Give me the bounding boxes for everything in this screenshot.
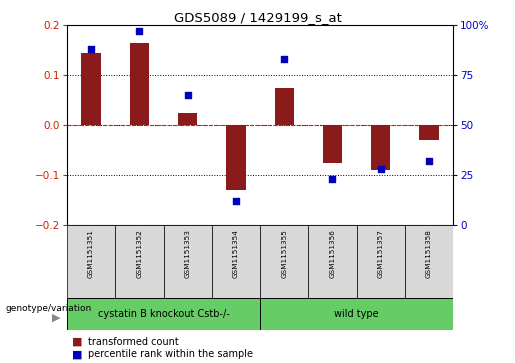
Text: GSM1151351: GSM1151351 [88, 229, 94, 278]
Bar [308, 225, 356, 298]
Point [232, 198, 240, 204]
Text: ▶: ▶ [52, 313, 60, 323]
Bar [81, 53, 101, 125]
Point [329, 176, 337, 182]
Bar [356, 225, 405, 298]
Text: GSM1151358: GSM1151358 [426, 229, 432, 278]
Bar [178, 113, 197, 125]
Text: GSM1151353: GSM1151353 [185, 229, 191, 278]
Point [425, 158, 433, 164]
Text: percentile rank within the sample: percentile rank within the sample [88, 349, 252, 359]
Text: GDS5089 / 1429199_s_at: GDS5089 / 1429199_s_at [174, 11, 341, 24]
Bar [115, 225, 163, 298]
Bar [130, 43, 149, 125]
Bar [212, 225, 260, 298]
Point [183, 92, 192, 98]
Text: ■: ■ [72, 349, 82, 359]
Point [376, 166, 385, 172]
Bar [323, 125, 342, 163]
Point [280, 56, 288, 62]
Bar [260, 298, 453, 330]
Text: GSM1151354: GSM1151354 [233, 229, 239, 278]
Bar [371, 125, 390, 170]
Bar [67, 298, 260, 330]
Text: ■: ■ [72, 337, 82, 347]
Text: cystatin B knockout Cstb-/-: cystatin B knockout Cstb-/- [98, 309, 229, 319]
Text: genotype/variation: genotype/variation [5, 304, 91, 313]
Text: GSM1151355: GSM1151355 [281, 229, 287, 278]
Bar [226, 125, 246, 190]
Point [87, 46, 95, 52]
Bar [405, 225, 453, 298]
Bar [274, 88, 294, 125]
Text: transformed count: transformed count [88, 337, 178, 347]
Bar [163, 225, 212, 298]
Bar [260, 225, 308, 298]
Bar [67, 225, 115, 298]
Text: GSM1151352: GSM1151352 [136, 229, 142, 278]
Point [135, 28, 144, 34]
Bar [419, 125, 439, 140]
Text: wild type: wild type [334, 309, 379, 319]
Text: GSM1151356: GSM1151356 [330, 229, 335, 278]
Text: GSM1151357: GSM1151357 [378, 229, 384, 278]
